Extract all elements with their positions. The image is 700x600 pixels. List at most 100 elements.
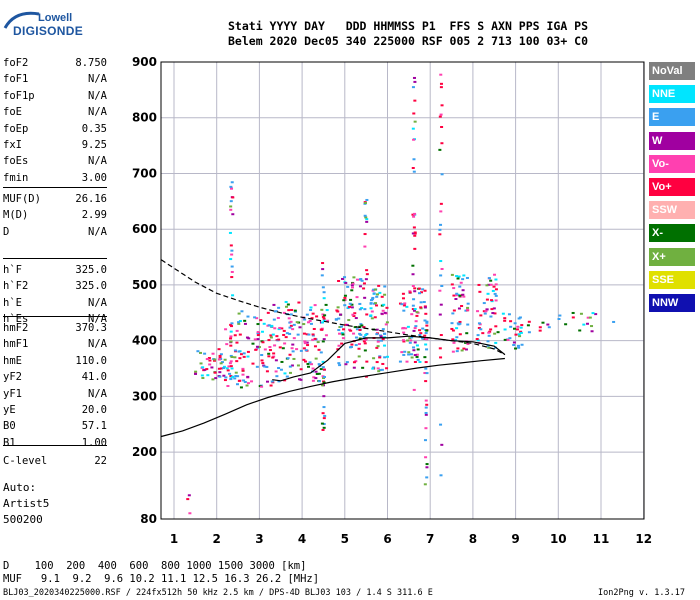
echo-point xyxy=(324,334,328,337)
logo-bottom-text: DIGISONDE xyxy=(13,24,84,38)
echo-point xyxy=(425,372,429,375)
echo-point xyxy=(350,284,354,287)
echo-point xyxy=(305,333,309,336)
echo-point xyxy=(228,362,232,365)
echo-point xyxy=(298,326,302,329)
echo-point xyxy=(230,181,234,184)
echo-point xyxy=(321,360,325,363)
echo-point xyxy=(336,306,340,309)
echo-point xyxy=(348,346,352,349)
echo-point xyxy=(412,346,416,349)
param-value: 22 xyxy=(94,455,107,467)
echo-point xyxy=(263,365,267,368)
echo-point xyxy=(402,353,406,356)
echo-point xyxy=(558,314,562,317)
echo-point xyxy=(411,166,415,169)
echo-point xyxy=(409,339,413,342)
curve-f-trace xyxy=(272,335,506,382)
echo-point xyxy=(229,205,233,208)
echo-point xyxy=(413,234,417,237)
echo-point xyxy=(486,344,490,347)
echo-point xyxy=(585,322,589,325)
param-value: N/A xyxy=(88,225,107,238)
echo-point xyxy=(304,360,308,363)
echo-point xyxy=(322,377,326,380)
echo-point xyxy=(440,443,444,446)
echo-point xyxy=(340,342,344,345)
echo-point xyxy=(229,344,233,347)
echo-point xyxy=(265,365,269,368)
echo-point xyxy=(462,347,466,350)
echo-point xyxy=(378,369,382,372)
echo-point xyxy=(464,309,468,312)
echo-point xyxy=(341,333,345,336)
echo-point xyxy=(251,342,255,345)
echo-point xyxy=(338,364,342,367)
echo-point xyxy=(203,368,207,371)
echo-point xyxy=(263,348,267,351)
echo-point xyxy=(425,403,429,406)
echo-point xyxy=(375,304,379,307)
echo-point xyxy=(455,336,459,339)
echo-point xyxy=(314,357,318,360)
echo-point xyxy=(288,353,292,356)
echo-point xyxy=(487,346,491,349)
echo-point xyxy=(312,376,316,379)
echo-point xyxy=(243,322,247,325)
echo-point xyxy=(452,287,456,290)
echo-point xyxy=(291,328,295,331)
echo-point xyxy=(464,348,468,351)
echo-point xyxy=(323,414,327,417)
legend-item-noval: NoVal xyxy=(649,62,695,80)
echo-point xyxy=(256,331,260,334)
echo-point xyxy=(439,202,443,205)
echo-point xyxy=(513,327,517,330)
echo-point xyxy=(454,298,458,301)
echo-point xyxy=(365,273,369,276)
echo-point xyxy=(519,326,523,329)
echo-point xyxy=(425,466,429,469)
echo-point xyxy=(246,355,250,358)
echo-point xyxy=(317,363,321,366)
echo-point xyxy=(231,294,235,297)
echo-point xyxy=(458,320,462,323)
echo-point xyxy=(476,339,480,342)
echo-point xyxy=(594,313,598,316)
echo-point xyxy=(451,350,455,353)
echo-point xyxy=(322,376,326,379)
param-value: 41.0 xyxy=(81,371,107,384)
echo-point xyxy=(218,371,222,374)
echo-point xyxy=(290,308,294,311)
echo-point xyxy=(402,326,406,329)
echo-point xyxy=(320,274,324,277)
echo-point xyxy=(381,362,385,365)
echo-point xyxy=(461,289,465,292)
echo-point xyxy=(538,326,542,329)
echo-point xyxy=(270,380,274,383)
echo-point xyxy=(489,315,493,318)
echo-point xyxy=(424,343,428,346)
echo-point xyxy=(224,328,228,331)
echo-point xyxy=(482,310,486,313)
echo-point xyxy=(260,359,264,362)
echo-point xyxy=(321,321,325,324)
echo-point xyxy=(207,357,211,360)
echo-point xyxy=(213,358,217,361)
echo-point xyxy=(293,309,297,312)
param-label: C-level xyxy=(3,455,48,467)
echo-point xyxy=(357,355,361,358)
echo-point xyxy=(456,277,460,280)
echo-point xyxy=(267,352,271,355)
param-row-fof1: foF1 N/A xyxy=(3,73,107,88)
echo-point xyxy=(383,311,387,314)
echo-point xyxy=(267,355,271,358)
echo-point xyxy=(412,329,416,332)
echo-point xyxy=(302,332,306,335)
echo-point xyxy=(355,296,359,299)
echo-point xyxy=(496,331,500,334)
echo-point xyxy=(250,380,254,383)
echo-point xyxy=(240,310,244,313)
echo-point xyxy=(229,360,233,363)
echo-point xyxy=(415,353,419,356)
echo-point xyxy=(255,345,259,348)
